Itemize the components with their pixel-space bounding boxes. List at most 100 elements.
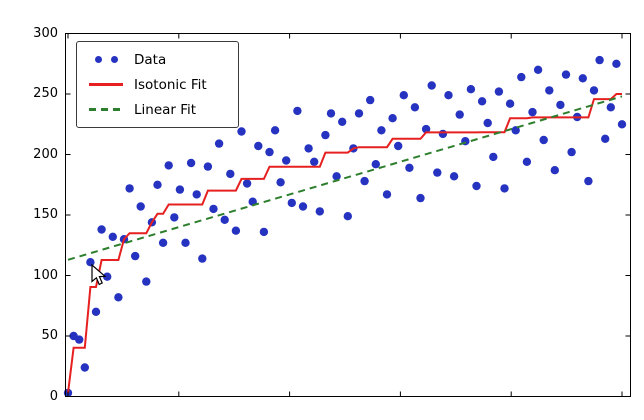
scatter-point (545, 86, 554, 95)
scatter-point (332, 172, 341, 181)
scatter-point (427, 81, 436, 90)
scatter-point (270, 126, 280, 135)
scatter-point (287, 198, 296, 208)
legend-label-isotonic-fit: Isotonic Fit (134, 76, 207, 93)
scatter-point (158, 238, 168, 247)
legend-entry-isotonic-fit: Isotonic Fit (87, 75, 228, 94)
scatter-point (433, 168, 442, 177)
scatter-point (282, 156, 291, 165)
scatter-point (399, 91, 408, 100)
scatter-point (556, 100, 565, 110)
scatter-point (114, 293, 123, 302)
legend-label-data: Data (134, 51, 167, 68)
scatter-point (343, 212, 352, 221)
scatter-point (438, 129, 448, 139)
dashed-line-marker-icon (87, 108, 125, 111)
scatter-point (310, 157, 319, 166)
scatter-point (589, 86, 599, 95)
scatter-point (550, 166, 559, 175)
scatter-point (505, 99, 515, 108)
y-tick-label: 300 (33, 25, 58, 41)
scatter-point (220, 215, 229, 224)
scatter-point (91, 307, 101, 316)
scatter-point (304, 144, 313, 153)
solid-line-marker-icon (87, 83, 125, 86)
scatter-point (131, 251, 140, 261)
scatter-point (186, 158, 196, 168)
scatter-point (254, 141, 263, 151)
scatter-point (315, 207, 324, 216)
scatter-point (601, 134, 610, 143)
scatter-point (338, 117, 347, 127)
scatter-point (511, 126, 520, 135)
scatter-point (444, 91, 453, 100)
scatter-point (265, 147, 274, 157)
scatter-point (80, 363, 90, 372)
scatter-point (416, 193, 425, 203)
scatter-point (97, 225, 106, 234)
scatter-point (170, 213, 179, 222)
y-tick-label: 150 (33, 207, 58, 222)
scatter-point (517, 72, 526, 82)
scatter-point (584, 176, 593, 186)
scatter-point (326, 109, 336, 118)
y-tick-label: 250 (33, 86, 58, 101)
scatter-point (153, 180, 162, 189)
scatter-point (125, 184, 134, 193)
scatter-point (293, 106, 302, 116)
scatter-point (533, 65, 543, 75)
scatter-point (242, 179, 252, 188)
legend-entry-data: Data (87, 50, 228, 69)
scatter-point (226, 169, 235, 179)
scatter-point (366, 95, 375, 105)
scatter-point (578, 74, 587, 83)
scatter-point (175, 185, 185, 194)
scatter-point (612, 59, 621, 68)
scatter-point (472, 181, 481, 191)
scatter-point (237, 127, 246, 136)
scatter-point (354, 109, 364, 118)
y-tick-label: 50 (41, 328, 58, 343)
scatter-point (528, 107, 537, 117)
scatter-point (539, 135, 548, 145)
scatter-point (410, 103, 420, 112)
legend-entry-linear-fit: Linear Fit (87, 100, 228, 119)
scatter-point (489, 152, 498, 162)
scatter-point (522, 157, 532, 166)
scatter-point (371, 160, 380, 169)
scatter-point (388, 114, 397, 123)
mouse-cursor-icon (91, 264, 107, 286)
scatter-point (405, 163, 414, 172)
scatter-point (483, 118, 492, 128)
scatter-point (214, 139, 224, 148)
scatter-point (360, 176, 369, 186)
scatter-point (86, 258, 95, 267)
scatter-point (103, 272, 112, 281)
scatter-point (382, 190, 392, 199)
scatter-point (466, 85, 476, 94)
scatter-point (394, 141, 403, 151)
scatter-point (377, 126, 386, 135)
scatter-point (500, 184, 509, 193)
scatter-point (595, 55, 604, 65)
scatter-point (298, 202, 308, 211)
scatter-point (567, 147, 576, 157)
y-tick-label: 0 (49, 388, 58, 404)
scatter-point (142, 277, 151, 286)
scatter-point (181, 238, 190, 247)
scatter-point (75, 335, 84, 344)
y-tick-label: 100 (33, 267, 58, 283)
scatter-point (231, 226, 241, 235)
scatter-point (606, 103, 615, 112)
scatter-point (276, 178, 285, 187)
legend-label-linear-fit: Linear Fit (134, 101, 197, 118)
scatter-point (561, 70, 571, 79)
scatter-marker-icon (87, 56, 125, 63)
scatter-point (421, 124, 431, 134)
scatter-point (455, 110, 464, 119)
scatter-point (203, 162, 213, 171)
linear-fit-line (67, 95, 623, 261)
scatter-point (108, 232, 118, 241)
